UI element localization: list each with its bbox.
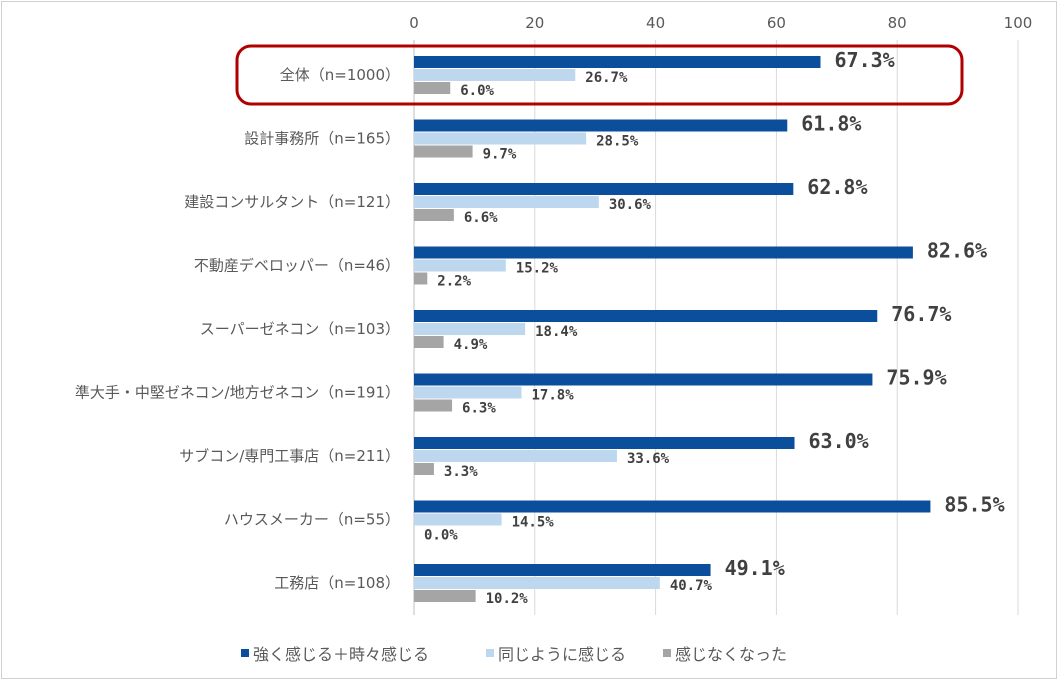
bar-1	[414, 564, 711, 576]
category-label: 建設コンサルタント（n=121）	[184, 193, 400, 211]
x-tick-label: 40	[646, 14, 665, 32]
highlight-box	[235, 44, 964, 106]
bar-1	[414, 246, 913, 259]
category-label: 全体（n=1000）	[280, 66, 400, 84]
bar-1	[414, 310, 878, 322]
bar-3	[414, 82, 451, 94]
data-label: 3.3%	[444, 464, 478, 480]
data-label: 6.6%	[464, 210, 498, 226]
category-label: 不動産デベロッパー（n=46）	[194, 257, 400, 275]
data-label: 0.0%	[424, 528, 458, 544]
x-tick-label: 80	[888, 14, 907, 32]
bar-1	[414, 119, 788, 132]
data-label: 62.8%	[807, 175, 867, 199]
bar-3	[414, 145, 473, 158]
data-label: 75.9%	[886, 366, 946, 390]
data-label: 4.9%	[454, 337, 488, 353]
bar-1	[414, 437, 795, 449]
data-label: 67.3%	[834, 48, 894, 72]
bar-1	[414, 373, 873, 386]
bar-1	[414, 56, 821, 68]
x-tick-label: 100	[1004, 14, 1033, 32]
bar-1	[414, 500, 931, 513]
data-label: 9.7%	[483, 147, 517, 163]
bar-2	[414, 69, 576, 81]
data-label: 2.2%	[437, 274, 471, 290]
bar-3	[414, 272, 428, 285]
data-label: 28.5%	[596, 134, 639, 150]
category-label: 設計事務所（n=165）	[244, 130, 400, 148]
data-label: 85.5%	[944, 493, 1004, 517]
bar-2	[414, 450, 617, 462]
bar-2	[414, 386, 522, 399]
bar-2	[414, 196, 599, 208]
bar-2	[414, 513, 502, 526]
bar-3	[414, 399, 453, 412]
data-label: 26.7%	[585, 70, 628, 86]
data-label: 40.7%	[670, 578, 713, 594]
category-label: 準大手・中堅ゼネコン/地方ゼネコン（n=191）	[75, 384, 400, 402]
legend-swatch	[241, 649, 249, 657]
category-label: サブコン/専門工事店（n=211）	[179, 447, 400, 465]
x-tick-label: 20	[525, 14, 544, 32]
legend-swatch	[486, 649, 494, 657]
bar-3	[414, 590, 476, 602]
bar-3	[414, 463, 434, 475]
data-label: 10.2%	[486, 591, 529, 607]
bar-2	[414, 132, 587, 145]
x-tick-label: 60	[767, 14, 786, 32]
x-tick-label: 0	[409, 14, 419, 32]
data-label: 82.6%	[927, 239, 987, 263]
legend-label: 同じように感じる	[498, 645, 626, 664]
legend-swatch	[663, 649, 671, 657]
data-label: 49.1%	[725, 556, 785, 580]
data-label: 6.3%	[462, 401, 496, 417]
data-label: 17.8%	[532, 388, 575, 404]
bar-2	[414, 259, 506, 272]
bar-2	[414, 577, 660, 589]
data-label: 15.2%	[516, 261, 559, 277]
category-label: 工務店（n=108）	[274, 574, 400, 592]
bar-3	[414, 336, 444, 348]
data-label: 30.6%	[609, 197, 652, 213]
data-label: 33.6%	[627, 451, 670, 467]
legend-label: 感じなくなった	[675, 645, 787, 664]
category-label: スーパーゼネコン（n=103）	[200, 320, 400, 338]
data-label: 14.5%	[512, 515, 555, 531]
legend-label: 強く感じる＋時々感じる	[253, 645, 429, 664]
bar-1	[414, 183, 794, 195]
data-label: 63.0%	[809, 429, 869, 453]
category-label: ハウスメーカー（n=55）	[224, 511, 400, 529]
data-label: 6.0%	[460, 83, 494, 99]
bar-3	[414, 209, 454, 221]
data-label: 18.4%	[535, 324, 578, 340]
data-label: 61.8%	[801, 112, 861, 136]
data-label: 76.7%	[891, 302, 951, 326]
bar-2	[414, 323, 526, 335]
